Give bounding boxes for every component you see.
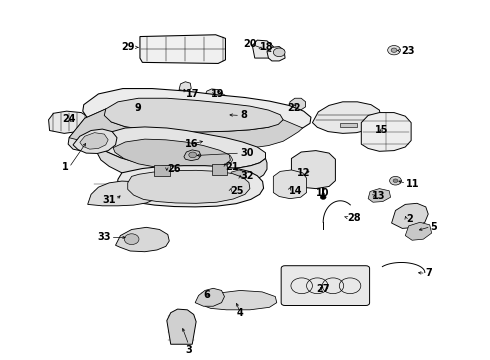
Text: 16: 16 (185, 139, 198, 149)
Text: 19: 19 (211, 89, 224, 99)
Text: 13: 13 (372, 191, 386, 201)
Polygon shape (167, 309, 196, 344)
Text: 3: 3 (185, 345, 192, 355)
Text: 20: 20 (243, 39, 257, 49)
Text: 30: 30 (240, 148, 254, 158)
Polygon shape (80, 133, 108, 149)
Polygon shape (184, 150, 201, 161)
Text: 6: 6 (203, 290, 210, 300)
Polygon shape (116, 227, 169, 252)
Polygon shape (83, 89, 311, 135)
Circle shape (124, 234, 139, 244)
Polygon shape (368, 189, 391, 202)
Polygon shape (218, 155, 233, 166)
Polygon shape (104, 98, 283, 132)
Text: 29: 29 (122, 42, 135, 52)
Text: 9: 9 (134, 103, 141, 113)
Text: 10: 10 (317, 188, 330, 198)
Circle shape (189, 152, 196, 158)
Polygon shape (405, 222, 432, 240)
Polygon shape (69, 109, 303, 151)
Text: 28: 28 (347, 213, 361, 222)
Polygon shape (68, 109, 111, 150)
Polygon shape (223, 109, 238, 118)
Text: 32: 32 (240, 171, 254, 181)
Polygon shape (140, 104, 151, 111)
Text: 23: 23 (401, 46, 415, 56)
Polygon shape (205, 89, 221, 100)
Polygon shape (224, 179, 244, 190)
Text: 33: 33 (97, 232, 111, 242)
Polygon shape (140, 35, 225, 63)
Polygon shape (150, 107, 160, 114)
Text: 26: 26 (167, 164, 180, 174)
Text: 2: 2 (406, 215, 413, 224)
Polygon shape (289, 98, 306, 110)
Polygon shape (313, 102, 381, 134)
Polygon shape (195, 288, 224, 306)
Text: 15: 15 (375, 125, 389, 135)
Text: 1: 1 (62, 162, 69, 172)
Polygon shape (179, 82, 191, 91)
Circle shape (273, 48, 285, 57)
Polygon shape (392, 203, 428, 228)
Polygon shape (98, 147, 267, 187)
Text: 12: 12 (297, 168, 310, 178)
Text: 31: 31 (102, 195, 116, 205)
Polygon shape (229, 170, 246, 179)
FancyBboxPatch shape (212, 163, 227, 175)
Text: 25: 25 (230, 186, 244, 196)
Polygon shape (205, 291, 277, 310)
FancyBboxPatch shape (281, 266, 369, 306)
Text: 17: 17 (186, 89, 200, 99)
Circle shape (390, 176, 401, 185)
Text: 27: 27 (317, 284, 330, 294)
Polygon shape (73, 129, 117, 153)
Polygon shape (88, 181, 158, 206)
Circle shape (393, 179, 398, 183)
FancyBboxPatch shape (154, 165, 170, 176)
Text: 4: 4 (237, 308, 244, 318)
Polygon shape (273, 170, 307, 199)
Polygon shape (267, 46, 285, 61)
Text: 22: 22 (287, 103, 300, 113)
Text: 14: 14 (289, 186, 302, 196)
Text: 18: 18 (260, 42, 273, 52)
Text: 7: 7 (426, 268, 433, 278)
Polygon shape (128, 170, 250, 203)
Circle shape (391, 48, 397, 52)
Polygon shape (340, 123, 357, 127)
Polygon shape (49, 111, 89, 134)
Polygon shape (113, 139, 230, 169)
Text: 24: 24 (62, 114, 76, 124)
Text: 8: 8 (240, 111, 247, 121)
Polygon shape (361, 113, 411, 151)
Text: 21: 21 (225, 162, 239, 172)
Polygon shape (292, 150, 335, 189)
Text: 5: 5 (431, 222, 438, 231)
Polygon shape (95, 127, 266, 170)
Polygon shape (117, 166, 264, 207)
Circle shape (388, 45, 400, 55)
Circle shape (320, 195, 326, 199)
Polygon shape (252, 40, 273, 58)
Text: 11: 11 (406, 179, 420, 189)
